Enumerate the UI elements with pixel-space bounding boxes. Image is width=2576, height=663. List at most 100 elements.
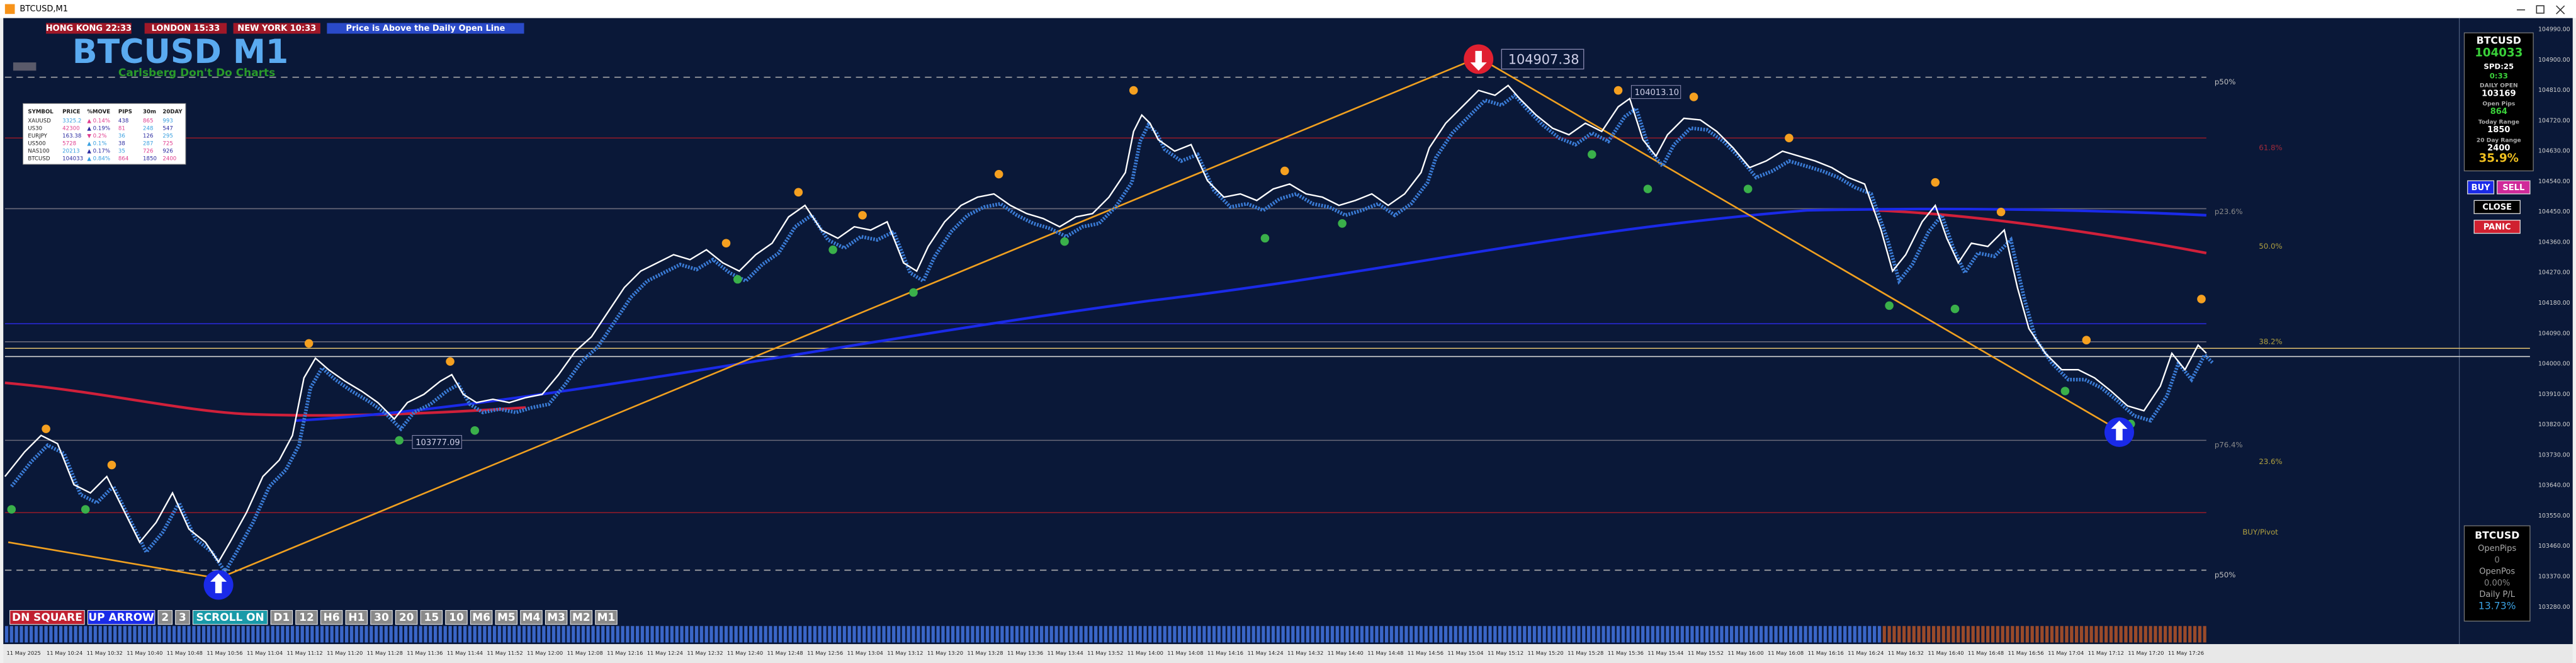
high-dot — [721, 239, 731, 248]
table-cell: BTCUSD — [28, 156, 50, 162]
trade-button[interactable] — [2473, 220, 2521, 234]
chart-subtitle: Carlsberg Don't Do Charts — [118, 66, 275, 79]
table-cell: 865 — [143, 118, 153, 124]
trade-button-label[interactable]: PANIC — [2483, 222, 2511, 232]
trade-button-label[interactable]: CLOSE — [2482, 203, 2512, 212]
price-axis-label: 104630.00 — [2538, 148, 2570, 155]
table-cell: 163.38 — [62, 133, 81, 139]
toolbar-button[interactable] — [175, 609, 190, 625]
high-dot — [2082, 336, 2091, 344]
time-label: 11 May 11:28 — [367, 650, 403, 656]
toolbar-label[interactable]: M6 — [472, 611, 490, 623]
toolbar-label[interactable]: M5 — [497, 611, 516, 623]
time-label: 11 May 14:08 — [1167, 650, 1203, 656]
account-line: Daily P/L — [2479, 590, 2515, 599]
toolbar-button[interactable] — [420, 609, 443, 625]
table-header: PRICE — [62, 109, 80, 115]
toolbar-button[interactable] — [370, 609, 393, 625]
time-label: 11 May 14:48 — [1367, 650, 1403, 656]
time-label: 11 May 15:36 — [1608, 650, 1644, 656]
table-cell: 35 — [118, 148, 125, 154]
toolbar-button[interactable] — [445, 609, 468, 625]
toolbar-button[interactable] — [9, 609, 85, 625]
high-dot — [1931, 178, 1940, 187]
trade-button-label[interactable]: SELL — [2502, 183, 2524, 193]
time-label: 11 May 11:44 — [447, 650, 483, 656]
toolbar-button[interactable] — [470, 609, 493, 625]
low-dot — [1885, 301, 1894, 310]
toolbar-label[interactable]: 20 — [399, 611, 414, 623]
price-axis-label: 104810.00 — [2538, 87, 2570, 94]
table-cell: 36 — [118, 133, 125, 139]
toolbar-label[interactable]: 15 — [424, 611, 439, 623]
spread-box — [13, 62, 37, 71]
toolbar-label[interactable]: SCROLL ON — [196, 611, 264, 623]
high-dot — [1613, 86, 1623, 95]
time-label: 11 May 16:32 — [1888, 650, 1924, 656]
time-label: 11 May 16:24 — [1848, 650, 1884, 656]
trade-button[interactable] — [2497, 180, 2531, 195]
toolbar-label[interactable]: 12 — [299, 611, 314, 623]
panel-line: 1850 — [2487, 125, 2510, 135]
toolbar-label[interactable]: D1 — [273, 611, 290, 623]
trade-button[interactable] — [2467, 180, 2495, 195]
time-label: 11 May 10:48 — [167, 650, 203, 656]
toolbar-button[interactable] — [570, 609, 593, 625]
account-line: 0.00% — [2484, 579, 2510, 588]
toolbar-button[interactable] — [345, 609, 368, 625]
time-label: 11 May 13:04 — [847, 650, 883, 656]
table-cell: US500 — [28, 140, 45, 147]
trade-button[interactable] — [2473, 200, 2521, 214]
table-header: PIPS — [118, 109, 132, 115]
symbol-table-cells: SYMBOL PRICE %MOVE PIPS 30m 20DAY XAUUSD 3325.2… — [28, 109, 183, 162]
toolbar-label[interactable]: 2 — [161, 611, 169, 623]
toolbar-button[interactable] — [87, 609, 155, 625]
toolbar-button[interactable] — [270, 609, 293, 625]
toolbar-button[interactable] — [157, 609, 173, 625]
symbol-table — [23, 103, 186, 165]
table-cell: 38 — [118, 140, 125, 147]
price-tag: 103777.09 — [415, 438, 460, 448]
toolbar-label[interactable]: UP ARROW — [88, 611, 154, 623]
price-axis-label: 103550.00 — [2538, 513, 2570, 519]
toolbar-label[interactable]: 30 — [374, 611, 389, 623]
low-dot — [1060, 237, 1069, 246]
toolbar-button[interactable] — [495, 609, 518, 625]
toolbar-label[interactable]: M4 — [523, 611, 541, 623]
panel-line: 0:33 — [2490, 72, 2508, 81]
toolbar-button[interactable] — [320, 609, 343, 625]
toolbar-button[interactable] — [595, 609, 618, 625]
table-cell: 438 — [118, 118, 128, 124]
toolbar-label[interactable]: M1 — [597, 611, 616, 623]
toolbar-button[interactable] — [192, 609, 268, 625]
toolbar-label[interactable]: DN SQUARE — [12, 611, 82, 623]
time-label: 11 May 14:16 — [1207, 650, 1243, 656]
price-axis-label: 103370.00 — [2538, 573, 2570, 580]
table-cell: 81 — [118, 125, 125, 132]
toolbar-label[interactable]: M2 — [572, 611, 590, 623]
trade-button-label[interactable]: BUY — [2471, 183, 2491, 193]
table-cell: 5728 — [62, 140, 76, 147]
high-dot — [994, 169, 1003, 179]
candles — [10, 93, 2215, 575]
table-header: 30m — [143, 109, 156, 115]
price-axis-label: 103730.00 — [2538, 451, 2570, 458]
time-axis-labels: 11 May 2025 11 May 10:24 11 May 10:32 11 Ma… — [6, 650, 2204, 656]
toolbar-label[interactable]: 3 — [179, 611, 186, 623]
price-axis-label: 103820.00 — [2538, 421, 2570, 428]
time-label: 11 May 15:28 — [1568, 650, 1603, 656]
toolbar-label[interactable]: 10 — [449, 611, 464, 623]
toolbar-button[interactable] — [295, 609, 318, 625]
table-cell: 3325.2 — [62, 118, 81, 124]
toolbar-label[interactable]: H1 — [348, 611, 364, 623]
toolbar-label[interactable]: M3 — [547, 611, 565, 623]
toolbar-button[interactable] — [520, 609, 543, 625]
toolbar-button[interactable] — [395, 609, 418, 625]
toolbar-button[interactable] — [545, 609, 568, 625]
low-dot — [1260, 234, 1270, 243]
window-controls[interactable] — [2517, 5, 2565, 14]
time-label: 11 May 15:20 — [1528, 650, 1564, 656]
toolbar-label[interactable]: H6 — [324, 611, 340, 623]
account-line: OpenPos — [2479, 567, 2515, 577]
